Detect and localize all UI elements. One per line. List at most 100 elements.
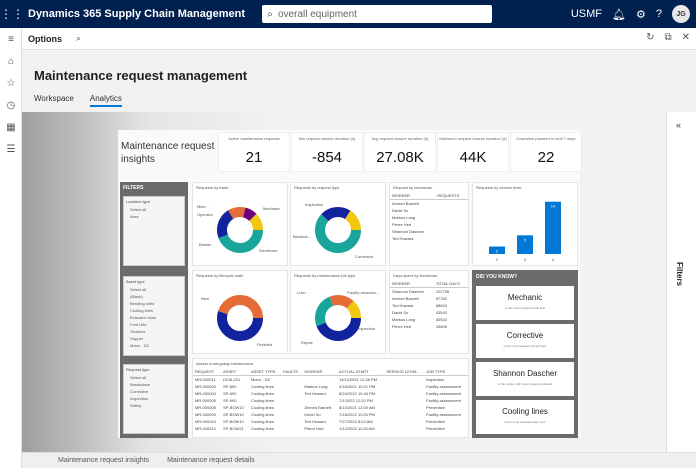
- workspace-icon[interactable]: ▦: [6, 121, 16, 133]
- recent-icon[interactable]: ◷: [6, 99, 16, 111]
- visual-requests-by-job-type[interactable]: Requests by maintenance job type Lubr...…: [290, 270, 386, 354]
- action-search-icon[interactable]: ⌕: [76, 33, 82, 43]
- slice-mechanic: [217, 207, 263, 253]
- label-facility: Facility assessm...: [347, 290, 380, 295]
- app-launcher-icon[interactable]: ⋮⋮: [0, 7, 24, 21]
- table-cell: [281, 418, 302, 425]
- assets-table: REQUEST ASSET ASSET TYPE FAULTS WORKER ACTUAL…: [193, 368, 468, 432]
- table-cell: [384, 411, 424, 418]
- star-icon[interactable]: ☆: [6, 77, 16, 89]
- tab-request-details[interactable]: Maintenance request details: [167, 457, 255, 464]
- visual-assets-undergoing-maintenance[interactable]: Assets undergoing maintenance REQUEST ASS…: [192, 358, 469, 438]
- slicer-location-type[interactable]: Location type Select all Area: [123, 196, 185, 266]
- table-row[interactable]: MR-000004 SP-600 Cooling lines Ted Howard 6/…: [193, 390, 468, 397]
- app-title[interactable]: Dynamics 365 Supply Chain Management: [28, 8, 246, 20]
- slicer-item[interactable]: Hopper: [130, 336, 144, 341]
- search-input[interactable]: ⌕ overall equipment: [262, 5, 492, 23]
- table-row: Ted Howard: [392, 236, 414, 241]
- insight-caption: is the most repaired asset type: [504, 420, 546, 424]
- data-label: 5: [524, 237, 527, 242]
- slicer-item[interactable]: (Blank): [130, 294, 143, 299]
- table-row[interactable]: MR-000005 SP-600 Cooling lines 7/1/2022 12:…: [193, 397, 468, 404]
- chevron-left-icon[interactable]: «: [676, 120, 682, 130]
- table-row[interactable]: MR-000010 SP-BOW10 Cooling lines Ted Howard…: [193, 418, 468, 425]
- bell-icon[interactable]: 🔔︎: [612, 8, 626, 21]
- table-cell: Markus Long: [304, 384, 328, 389]
- kpi-value: 27.08K: [376, 149, 424, 166]
- visual-requests-by-service-level[interactable]: Requests by service level 2 2 3 5 4 14: [472, 182, 578, 266]
- table-cell: Cooling lines: [250, 398, 274, 403]
- slicer-item[interactable]: Gearbox: [130, 329, 146, 334]
- table-row[interactable]: MR-000012 SP-BOW21 Cooling lines Pierre Hed…: [193, 425, 468, 432]
- left-navigation: ≡ ⌂ ☆ ◷ ▦ ☰: [0, 28, 22, 468]
- table-cell: Preventive: [426, 419, 445, 424]
- refresh-icon[interactable]: ↻: [646, 32, 655, 43]
- slicer-asset-type[interactable]: Asset type Select all (Blank) Bending un…: [123, 276, 185, 356]
- visual-days-spent-by-technician[interactable]: Days spent by technician WORKER TOTAL DAY…: [389, 270, 469, 354]
- home-icon[interactable]: ⌂: [7, 55, 15, 67]
- slicer-item[interactable]: Select all: [130, 287, 147, 292]
- insight-card: Shannon Dascher is the worker with most …: [476, 362, 574, 396]
- table-row[interactable]: MR-000003 SP-600 Cooling lines Markus Long 2…: [193, 383, 468, 390]
- filters-pane[interactable]: « Filters: [666, 112, 696, 452]
- table-row[interactable]: MR-000009 SP-BOW10 Cooling lines David So 7/…: [193, 411, 468, 418]
- table-cell: [281, 397, 302, 404]
- slicer-item[interactable]: Inspection: [130, 396, 149, 401]
- visual-title: Requests by service level: [476, 185, 522, 190]
- gear-icon[interactable]: ⚙: [636, 8, 646, 21]
- company-picker[interactable]: USMF: [570, 8, 603, 20]
- column-header: ACTUAL START: [337, 368, 385, 376]
- visual-requests-by-trade[interactable]: Requests by trade Mise... Operator Mecha…: [192, 182, 288, 266]
- table-row: Pierre Hed: [392, 222, 412, 227]
- slicer-title: Request type: [126, 367, 150, 372]
- visual-requests-by-lifecycle[interactable]: Requests by lifecycle state New Finished: [192, 270, 288, 354]
- popout-icon[interactable]: ⧉: [664, 32, 672, 43]
- hamburger-icon[interactable]: ≡: [8, 33, 14, 45]
- table-row[interactable]: MR-000008 SP-BOW10 Cooling lines Ahmed Barn…: [193, 404, 468, 411]
- donut-trade: Mise... Operator Mechanic Blaster Electr…: [197, 204, 280, 253]
- tab-workspace[interactable]: Workspace: [34, 94, 74, 103]
- insight-caption: is the most required trade skill: [505, 306, 545, 310]
- slicer-item[interactable]: Select all: [130, 207, 147, 212]
- slicer-item[interactable]: Fork Lifts: [130, 322, 147, 327]
- help-icon[interactable]: ?: [655, 8, 662, 20]
- modules-icon[interactable]: ☰: [6, 143, 16, 155]
- avatar[interactable]: JG: [672, 5, 690, 23]
- slicer-request-type[interactable]: Request type Select all Breakdown Correc…: [123, 364, 185, 434]
- filters-header: FILTERS: [123, 185, 144, 191]
- close-icon[interactable]: ✕: [681, 32, 690, 43]
- slicer-item[interactable]: Safety: [130, 403, 142, 408]
- table-cell: Facility assessment: [426, 391, 461, 396]
- visual-requests-by-type[interactable]: Requests by request type Inspection Brea…: [290, 182, 386, 266]
- table-cell: 7/27/2022 8:24 AM: [339, 419, 373, 424]
- table-row[interactable]: MR-000011 DCM-201 Motor - DC 11/14/2021 12:…: [193, 376, 468, 384]
- column-header: ASSET: [221, 368, 249, 376]
- insight-value: Mechanic: [507, 293, 543, 302]
- slicer-item[interactable]: Motor - DC: [130, 343, 150, 348]
- top-bar: ⋮⋮ Dynamics 365 Supply Chain Management …: [0, 0, 696, 28]
- visual-title: Requests by request type: [294, 185, 340, 190]
- table-cell: 1/12/2022 11:26 AM: [339, 426, 375, 431]
- slicer-item[interactable]: Select all: [130, 375, 147, 380]
- slice-inspection: [315, 295, 361, 341]
- table-cell: SP-600: [223, 391, 237, 396]
- tab-request-insights[interactable]: Maintenance request insights: [58, 457, 150, 464]
- kpi-value: 44K: [459, 149, 487, 166]
- slicer-item[interactable]: Corrective: [130, 389, 149, 394]
- slice-breakdown: [315, 207, 361, 253]
- column-header: JOB TYPE: [424, 368, 468, 376]
- slicer-item[interactable]: Bending units: [130, 301, 155, 306]
- slicer-item[interactable]: Extrusion lines: [130, 315, 157, 320]
- tab-analytics[interactable]: Analytics: [89, 94, 122, 107]
- table-cell: Cooling lines: [250, 391, 274, 396]
- label-breakdown: Breakdo...: [293, 234, 311, 239]
- label-operator: Operator: [197, 212, 213, 217]
- column-header: WORKER: [302, 368, 338, 376]
- slicer-item[interactable]: Breakdown: [130, 382, 151, 387]
- table-cell: Inspection: [426, 377, 445, 382]
- slicer-item[interactable]: Area: [130, 214, 139, 219]
- slicer-item[interactable]: Cooling lines: [130, 308, 153, 313]
- visual-request-by-technician[interactable]: Request by technician WORKER REQUESTS Ahm…: [389, 182, 469, 266]
- options-menu[interactable]: Options: [28, 33, 62, 44]
- kpi-value: 21: [245, 149, 263, 166]
